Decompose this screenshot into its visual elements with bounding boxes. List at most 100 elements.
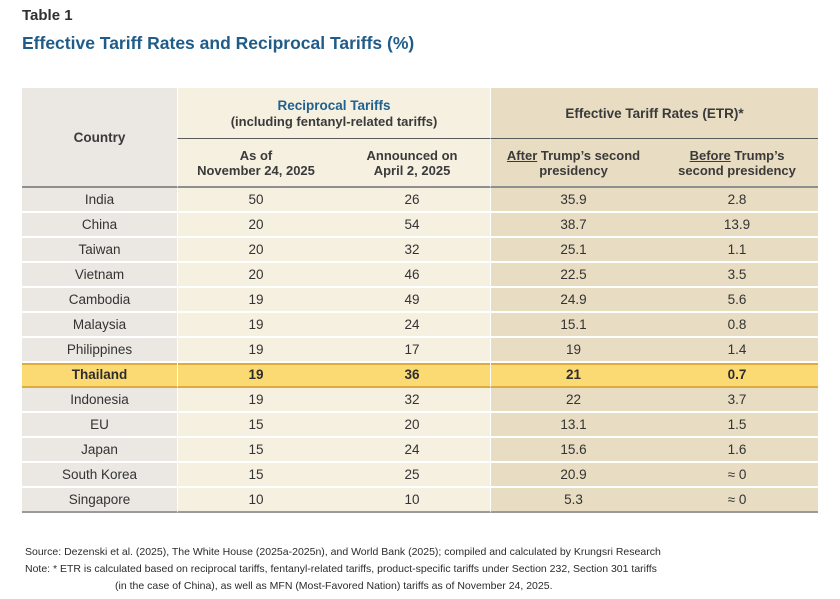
cell-country: China bbox=[22, 213, 177, 238]
cell-reciprocal-announced: 25 bbox=[334, 463, 491, 488]
cell-etr-before: 0.7 bbox=[656, 363, 819, 388]
page-title: Effective Tariff Rates and Reciprocal Ta… bbox=[22, 33, 415, 53]
cell-reciprocal-as-of: 20 bbox=[177, 263, 334, 288]
footnotes: Source: Dezenski et al. (2025), The Whit… bbox=[22, 544, 818, 595]
cell-reciprocal-as-of: 50 bbox=[177, 188, 334, 213]
note-line: Note: * ETR is calculated based on recip… bbox=[25, 563, 657, 575]
after-word: After bbox=[506, 147, 538, 163]
cell-etr-after: 24.9 bbox=[490, 288, 657, 313]
cell-country: Taiwan bbox=[22, 238, 177, 263]
cell-etr-after: 22 bbox=[490, 388, 657, 413]
note-line-continued: (in the case of China), as well as MFN (… bbox=[115, 580, 553, 592]
as-of-line1: As of bbox=[239, 147, 273, 163]
table-row: Taiwan 20 32 25.1 1.1 bbox=[22, 238, 819, 263]
cell-reciprocal-announced: 26 bbox=[334, 188, 491, 213]
cell-reciprocal-announced: 32 bbox=[334, 238, 491, 263]
table-row: India 50 26 35.9 2.8 bbox=[22, 188, 819, 213]
cell-country: Indonesia bbox=[22, 388, 177, 413]
cell-reciprocal-announced: 49 bbox=[334, 288, 491, 313]
cell-country: Malaysia bbox=[22, 313, 177, 338]
column-header-after: After Trump’s second presidency bbox=[490, 139, 657, 188]
cell-reciprocal-as-of: 20 bbox=[177, 213, 334, 238]
cell-etr-before: 2.8 bbox=[656, 188, 819, 213]
cell-etr-after: 5.3 bbox=[490, 488, 657, 513]
cell-etr-after: 15.6 bbox=[490, 438, 657, 463]
cell-etr-before: ≈ 0 bbox=[656, 463, 819, 488]
cell-reciprocal-announced: 46 bbox=[334, 263, 491, 288]
cell-etr-after: 35.9 bbox=[490, 188, 657, 213]
column-header-as-of: As of November 24, 2025 bbox=[177, 139, 334, 188]
table-header: Country Reciprocal Tariffs (including fe… bbox=[22, 88, 819, 188]
source-line: Source: Dezenski et al. (2025), The Whit… bbox=[25, 546, 661, 558]
table-row: Vietnam 20 46 22.5 3.5 bbox=[22, 263, 819, 288]
cell-country: Singapore bbox=[22, 488, 177, 513]
cell-reciprocal-as-of: 10 bbox=[177, 488, 334, 513]
cell-etr-before: 1.4 bbox=[656, 338, 819, 363]
cell-reciprocal-as-of: 19 bbox=[177, 288, 334, 313]
table-row: China 20 54 38.7 13.9 bbox=[22, 213, 819, 238]
table-row: Thailand 19 36 21 0.7 bbox=[22, 363, 819, 388]
cell-country: Japan bbox=[22, 438, 177, 463]
cell-etr-after: 13.1 bbox=[490, 413, 657, 438]
cell-country: Thailand bbox=[22, 363, 177, 388]
announced-line1: Announced on bbox=[366, 147, 458, 163]
cell-etr-before: 1.1 bbox=[656, 238, 819, 263]
group-header-reciprocal-title: Reciprocal Tariffs bbox=[277, 97, 391, 113]
cell-etr-after: 20.9 bbox=[490, 463, 657, 488]
table-row: Indonesia 19 32 22 3.7 bbox=[22, 388, 819, 413]
table-row: South Korea 15 25 20.9 ≈ 0 bbox=[22, 463, 819, 488]
cell-reciprocal-as-of: 15 bbox=[177, 413, 334, 438]
cell-etr-before: 0.8 bbox=[656, 313, 819, 338]
cell-country: Vietnam bbox=[22, 263, 177, 288]
cell-reciprocal-as-of: 19 bbox=[177, 338, 334, 363]
group-header-etr: Effective Tariff Rates (ETR)* bbox=[490, 88, 819, 139]
announced-line2: April 2, 2025 bbox=[373, 162, 451, 178]
cell-country: South Korea bbox=[22, 463, 177, 488]
before-rest: Trump’s second presidency bbox=[678, 147, 796, 178]
cell-etr-before: 3.7 bbox=[656, 388, 819, 413]
cell-reciprocal-announced: 24 bbox=[334, 313, 491, 338]
after-rest: Trump’s second presidency bbox=[537, 147, 641, 178]
cell-etr-after: 22.5 bbox=[490, 263, 657, 288]
table-row: EU 15 20 13.1 1.5 bbox=[22, 413, 819, 438]
cell-etr-after: 15.1 bbox=[490, 313, 657, 338]
cell-country: Cambodia bbox=[22, 288, 177, 313]
cell-etr-before: 5.6 bbox=[656, 288, 819, 313]
cell-etr-before: 1.6 bbox=[656, 438, 819, 463]
cell-reciprocal-announced: 32 bbox=[334, 388, 491, 413]
cell-reciprocal-announced: 20 bbox=[334, 413, 491, 438]
cell-etr-after: 19 bbox=[490, 338, 657, 363]
cell-etr-before: ≈ 0 bbox=[656, 488, 819, 513]
cell-reciprocal-as-of: 15 bbox=[177, 438, 334, 463]
column-header-before: Before Trump’s second presidency bbox=[656, 139, 819, 188]
cell-etr-before: 13.9 bbox=[656, 213, 819, 238]
cell-reciprocal-announced: 36 bbox=[334, 363, 491, 388]
table-row: Japan 15 24 15.6 1.6 bbox=[22, 438, 819, 463]
group-header-reciprocal-subtitle: (including fentanyl-related tariffs) bbox=[230, 113, 438, 129]
cell-reciprocal-announced: 24 bbox=[334, 438, 491, 463]
cell-reciprocal-as-of: 19 bbox=[177, 313, 334, 338]
group-header-reciprocal-tariffs: Reciprocal Tariffs (including fentanyl-r… bbox=[177, 88, 491, 139]
tariff-table: Country Reciprocal Tariffs (including fe… bbox=[22, 88, 819, 513]
cell-reciprocal-as-of: 20 bbox=[177, 238, 334, 263]
table-label: Table 1 bbox=[22, 7, 73, 24]
table-row: Singapore 10 10 5.3 ≈ 0 bbox=[22, 488, 819, 513]
table-row: Malaysia 19 24 15.1 0.8 bbox=[22, 313, 819, 338]
cell-etr-before: 3.5 bbox=[656, 263, 819, 288]
cell-reciprocal-as-of: 19 bbox=[177, 363, 334, 388]
as-of-line2: November 24, 2025 bbox=[197, 162, 315, 178]
table-row: Cambodia 19 49 24.9 5.6 bbox=[22, 288, 819, 313]
cell-reciprocal-as-of: 15 bbox=[177, 463, 334, 488]
column-header-announced: Announced on April 2, 2025 bbox=[334, 139, 491, 188]
cell-etr-after: 25.1 bbox=[490, 238, 657, 263]
cell-reciprocal-announced: 10 bbox=[334, 488, 491, 513]
cell-etr-after: 38.7 bbox=[490, 213, 657, 238]
table-body: India 50 26 35.9 2.8 China 20 54 38.7 13… bbox=[22, 188, 819, 513]
before-word: Before bbox=[689, 147, 731, 163]
column-header-country: Country bbox=[22, 88, 177, 188]
cell-country: Philippines bbox=[22, 338, 177, 363]
cell-country: EU bbox=[22, 413, 177, 438]
cell-etr-after: 21 bbox=[490, 363, 657, 388]
cell-reciprocal-announced: 17 bbox=[334, 338, 491, 363]
